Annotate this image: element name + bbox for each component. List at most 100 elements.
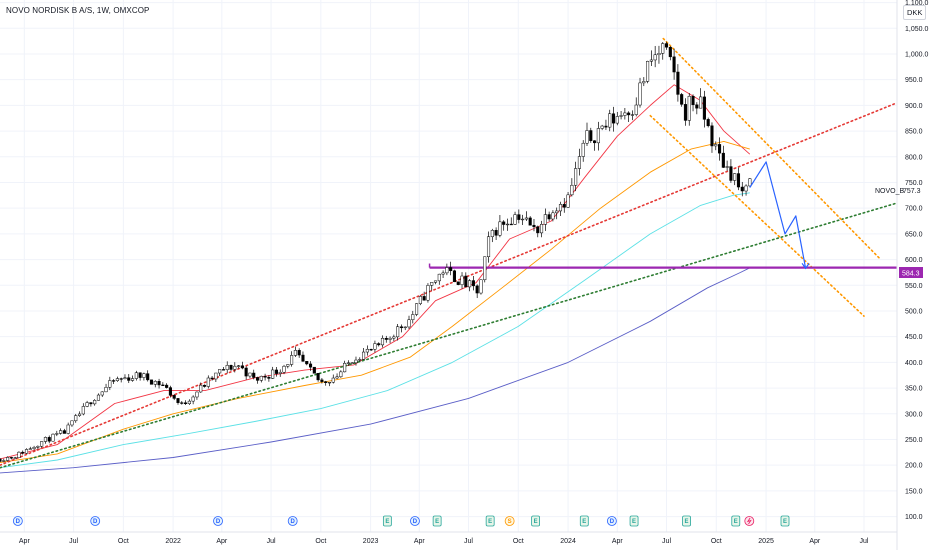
earnings-marker (432, 515, 442, 527)
dividend-marker-letter: D (216, 519, 221, 525)
candle-body (335, 376, 339, 379)
candle-body (687, 95, 691, 121)
candle-body (683, 104, 688, 121)
candle-body (255, 377, 260, 381)
candle-body (468, 280, 472, 288)
candle-body (180, 402, 184, 404)
price-tick-label: 400.0 (905, 360, 923, 367)
candle-body (619, 115, 623, 117)
candle-body (600, 125, 604, 129)
price-tick-label: 150.0 (905, 488, 923, 495)
flash-icon-bolt (746, 517, 752, 525)
candle-body (282, 365, 286, 373)
candle-body (286, 364, 290, 367)
dividend-marker (410, 516, 420, 526)
price-tick-label: 700.0 (905, 206, 923, 213)
time-tick-label: 2022 (165, 538, 181, 545)
candle-body (509, 223, 513, 226)
candle-body (142, 373, 146, 378)
time-tick-label: Oct (315, 538, 326, 545)
time-tick-label: Apr (414, 538, 426, 545)
candle-body (570, 184, 574, 196)
candle-body (81, 406, 85, 415)
candle-body (93, 400, 97, 405)
dividend-marker (213, 516, 223, 526)
candle-body (411, 314, 415, 320)
candle-body (104, 387, 108, 393)
channel-line (649, 114, 865, 317)
candle-body (127, 377, 131, 381)
earnings-marker (579, 515, 589, 527)
candle-body (21, 451, 25, 454)
candle-body (218, 369, 222, 374)
earnings-marker-letter: E (632, 519, 636, 525)
candle-body (100, 391, 104, 396)
candle-body (24, 449, 29, 454)
time-tick-label: Jul (464, 538, 473, 545)
candle-body (415, 303, 419, 315)
candle-body (149, 379, 154, 385)
split-marker (504, 516, 515, 526)
candle-body (248, 372, 252, 377)
price-tick-label: 100.0 (905, 514, 923, 521)
price-tick-label: 1,050.0 (905, 26, 928, 33)
candle-body (399, 326, 403, 329)
earnings-marker-letter: E (488, 519, 492, 525)
candle-body (77, 413, 82, 416)
candle-body (555, 210, 559, 214)
candle-body (176, 398, 180, 403)
candle-body (343, 363, 347, 373)
earnings-marker (731, 515, 741, 527)
candle-body (407, 319, 411, 328)
candle-body (490, 230, 494, 238)
currency-badge[interactable]: DKK (903, 5, 927, 20)
candle-body (214, 372, 218, 380)
candle-body (187, 400, 191, 404)
time-axis[interactable]: Apr Jul Oct 2022 Apr Jul Oct 2023 Apr Jul Oct 2024 A… (19, 538, 869, 545)
candle-body (0, 458, 2, 462)
candle-body (664, 43, 669, 48)
earnings-marker-letter: E (385, 519, 389, 525)
candle-body (566, 194, 570, 208)
candle-body (274, 369, 279, 374)
candle-body (130, 378, 135, 381)
earnings-marker (531, 515, 541, 527)
candle-body (661, 43, 665, 54)
candle-body (112, 380, 116, 382)
symbol-label: NOVO_B (875, 188, 905, 195)
candle-body (430, 282, 434, 286)
price-tick-label: 900.0 (905, 103, 923, 110)
candle-body (388, 337, 392, 340)
candle-body (191, 396, 195, 402)
moving-averages (0, 84, 751, 474)
candle-body (729, 166, 733, 181)
candle-body (70, 420, 74, 426)
candle-body (199, 384, 203, 393)
candle-body (725, 166, 729, 168)
candle-body (13, 457, 17, 459)
candle-body (66, 424, 70, 434)
time-tick-label: Apr (216, 538, 228, 545)
candle-body (316, 373, 320, 381)
candle-body (290, 355, 294, 365)
candle-body (403, 326, 407, 329)
candle-body (59, 430, 63, 434)
candle-body (237, 365, 241, 367)
earnings-marker-letter: E (734, 519, 738, 525)
candle-body (278, 371, 282, 374)
candle-body (244, 367, 248, 377)
earnings-marker (382, 515, 392, 527)
candle-body (119, 378, 123, 380)
dividend-marker-letter: D (291, 519, 296, 525)
candle-body (17, 451, 21, 458)
time-tick-label: Oct (513, 538, 524, 545)
candle-body (433, 280, 438, 283)
candle-body (653, 54, 657, 61)
candle-body (293, 350, 297, 356)
candle-body (437, 273, 441, 282)
price-axis[interactable]: 100.0 150.0 200.0 250.0 300.0 350.0 400.0 450.0… (905, 0, 928, 521)
candle-body (418, 296, 422, 304)
price-tick-label: 750.0 (905, 180, 923, 187)
price-tick-label: 850.0 (905, 129, 923, 136)
